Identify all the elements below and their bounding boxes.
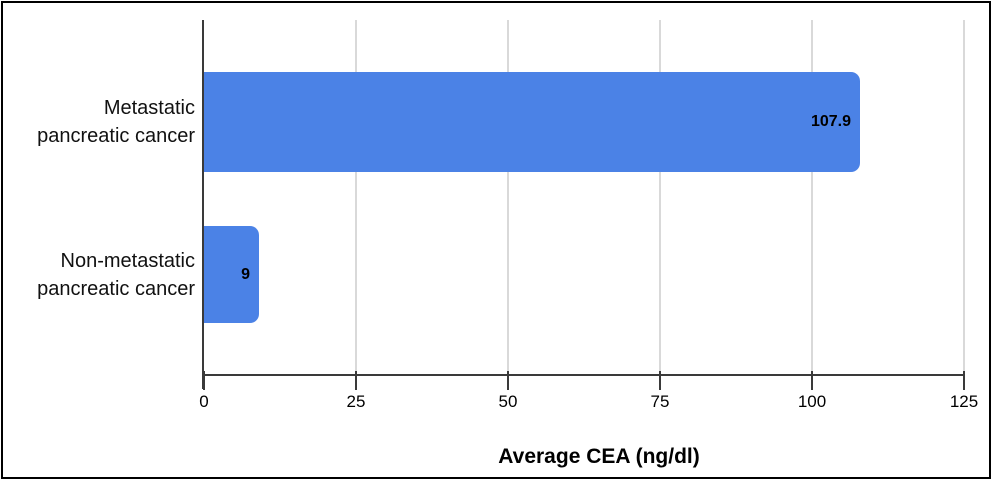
axis-tick xyxy=(963,371,965,390)
gridline xyxy=(811,20,813,375)
axis-tick-label: 75 xyxy=(650,392,670,411)
category-label-line: pancreatic cancer xyxy=(37,125,195,147)
gridline xyxy=(355,20,357,375)
axis-tick-label: 50 xyxy=(498,392,518,411)
category-label-line: pancreatic cancer xyxy=(37,277,195,300)
axis-tick-label: 125 xyxy=(949,392,979,411)
category-label-line: Metastatic xyxy=(103,97,195,119)
bar-value-label: 107.9 xyxy=(810,113,851,130)
plot-area: 107.9 9 xyxy=(202,20,965,389)
bar: 9 xyxy=(204,226,259,323)
category-label-line: Non-metastatic xyxy=(60,249,196,272)
axis-tick xyxy=(203,371,205,390)
axis-tick xyxy=(507,371,509,390)
gridline xyxy=(507,20,509,375)
axis-tick xyxy=(811,371,813,390)
bar: 107.9 xyxy=(204,72,860,172)
gridline xyxy=(963,20,965,375)
axis-tick xyxy=(355,371,357,390)
y-axis-line xyxy=(202,20,204,389)
category-label: Non-metastatic pancreatic cancer xyxy=(10,247,195,303)
category-label: Metastatic pancreatic cancer xyxy=(10,94,195,150)
axis-tick-label: 25 xyxy=(346,392,366,411)
gridline xyxy=(659,20,661,375)
axis-tick xyxy=(659,371,661,390)
x-axis-line xyxy=(203,374,965,376)
axis-tick-label: 100 xyxy=(797,392,827,411)
x-axis-title: Average CEA (ng/dl) xyxy=(498,445,700,468)
axis-tick-label: 0 xyxy=(199,392,209,411)
bar-value-label: 9 xyxy=(241,265,250,283)
